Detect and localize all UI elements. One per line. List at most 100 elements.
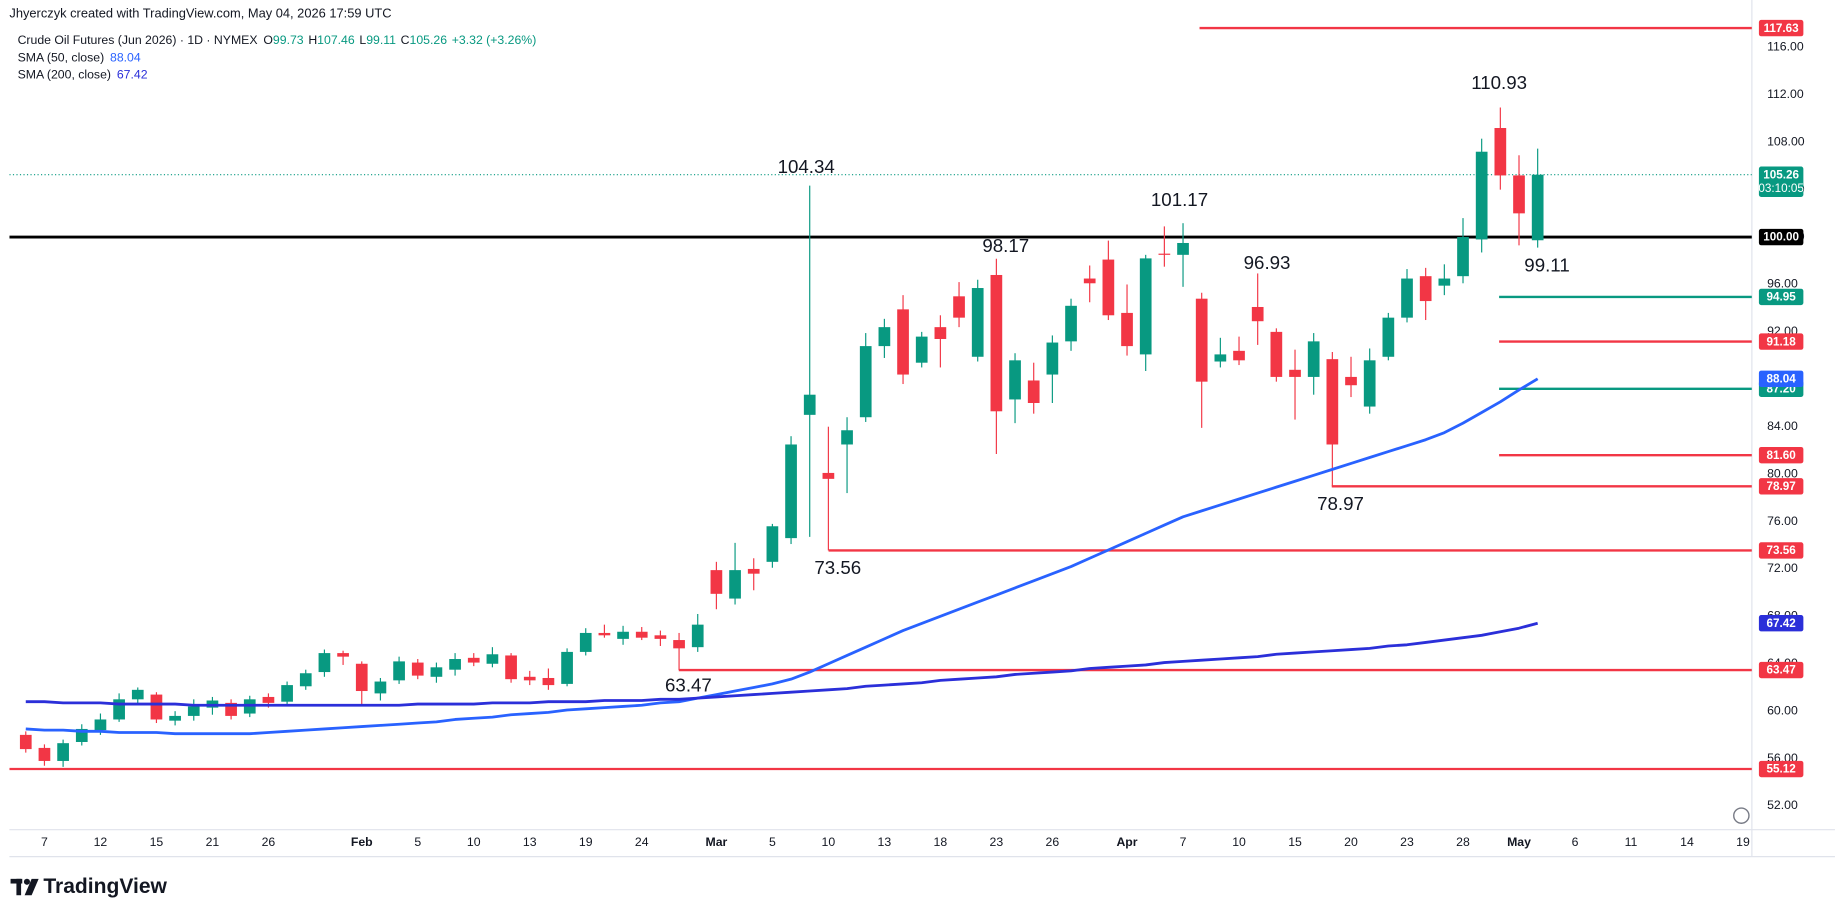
level-tag-label: 94.95 (1767, 291, 1797, 304)
price-annotation: 110.93 (1471, 72, 1527, 93)
current-price-label: 105.26 (1763, 168, 1799, 181)
indicator-tag-label: 88.04 (1767, 372, 1797, 385)
brand-logo (10, 878, 39, 896)
candle-body (281, 685, 293, 702)
candle-body (803, 394, 816, 415)
candle-body (1457, 237, 1469, 277)
level-tag (1758, 446, 1804, 464)
sma-line (25, 621, 1539, 707)
candle-body (411, 662, 424, 676)
candle-body (1121, 312, 1133, 347)
candle-body (841, 430, 853, 445)
candle-body (747, 568, 760, 574)
candle-body (710, 570, 723, 594)
legend-title: Crude Oil Futures (Jun 2026) · 1D · NYME… (18, 33, 258, 47)
candle-body (1438, 278, 1451, 286)
level-tag-label: 117.63 (1764, 22, 1800, 35)
candle-body (187, 706, 200, 716)
candle-body (878, 327, 891, 347)
candle-body (729, 570, 741, 599)
legend-change: +3.32 (+3.26%) (452, 33, 537, 47)
price-annotation: 99.11 (1524, 254, 1569, 275)
x-tick-label: Feb (351, 835, 373, 849)
x-tick-label: 7 (1180, 835, 1187, 849)
level-tag (1758, 333, 1804, 350)
logo-stem (16, 878, 22, 896)
x-tick-label: May (1507, 835, 1531, 849)
price-annotation: 73.56 (814, 557, 861, 578)
candle-body (318, 653, 331, 673)
candle-body (449, 659, 461, 670)
x-tick-label: 26 (1046, 835, 1060, 849)
candle-body (1401, 278, 1413, 318)
brand-name: TradingView (43, 875, 167, 898)
x-tick-label: 28 (1456, 835, 1470, 849)
legend-indicator-name: SMA (50, close) (18, 51, 105, 65)
candle-body (990, 274, 1003, 412)
x-tick-label: 10 (1232, 835, 1246, 849)
legend-main: Crude Oil Futures (Jun 2026) · 1D · NYME… (18, 33, 537, 47)
candle-body (971, 288, 984, 357)
plot-area (9, 26, 1752, 771)
legend-key: L (359, 33, 366, 47)
y-tick-label: 108.00 (1767, 134, 1805, 148)
candle-body (617, 631, 629, 639)
candle-body (19, 734, 32, 750)
x-tick-label: 5 (414, 835, 421, 849)
x-tick-label: 13 (523, 835, 537, 849)
x-tick-label: 7 (41, 835, 48, 849)
legend-indicator: SMA (200, close) 67.42 (18, 68, 148, 82)
level-tag-label: 73.56 (1767, 544, 1797, 557)
candle-body (262, 696, 275, 703)
y-tick-label: 84.00 (1767, 419, 1798, 433)
candle-body (1251, 306, 1264, 322)
legend-indicator-value: 88.04 (110, 51, 141, 65)
candle-body (1065, 305, 1077, 342)
settings-icon[interactable] (1733, 807, 1750, 824)
candle-body (1270, 331, 1283, 377)
x-tick-label: 20 (1344, 835, 1358, 849)
candle-body (1027, 380, 1040, 403)
candle-body (598, 632, 611, 636)
legend-value: 107.46 (317, 33, 355, 47)
overlay: Crude Oil Futures (Jun 2026) · 1D · NYME… (18, 19, 1804, 778)
candle-body (579, 632, 592, 652)
candle-body (654, 635, 667, 639)
x-tick-label: 10 (467, 835, 481, 849)
x-tick-label: 10 (822, 835, 836, 849)
current-price-tag (1758, 166, 1804, 197)
candle-body (766, 526, 779, 562)
y-tick-label: 80.00 (1767, 466, 1798, 480)
candle-body (299, 673, 312, 687)
candle-body (355, 663, 368, 692)
candle-body (131, 689, 144, 700)
y-tick-label: 52.00 (1767, 798, 1798, 812)
level-tag (1758, 478, 1804, 495)
price-annotation: 78.97 (1317, 493, 1364, 514)
candle-body (430, 667, 443, 677)
x-tick-label: 23 (1400, 835, 1414, 849)
candle-body (561, 651, 573, 684)
candle-body (1046, 342, 1059, 375)
x-tick-label: 19 (1736, 835, 1750, 849)
legend-value: 105.26 (410, 33, 448, 47)
candle-body (1214, 354, 1227, 362)
candle-body (1363, 360, 1376, 407)
candle-body (486, 654, 499, 664)
level-tag (1758, 542, 1804, 559)
level-tag-label: 100.00 (1763, 231, 1799, 244)
candle-body (1009, 360, 1021, 400)
candle-body (691, 624, 704, 648)
price-annotation: 104.34 (778, 156, 835, 177)
x-tick-label: 13 (878, 835, 892, 849)
attribution: Jhyerczyk created with TradingView.com, … (9, 5, 391, 20)
candle-body (169, 715, 181, 721)
candle-body (1233, 350, 1245, 361)
price-annotation: 96.93 (1244, 252, 1291, 273)
candle-body (1102, 259, 1115, 316)
candle-body (113, 699, 125, 720)
y-tick-label: 76.00 (1767, 514, 1798, 528)
